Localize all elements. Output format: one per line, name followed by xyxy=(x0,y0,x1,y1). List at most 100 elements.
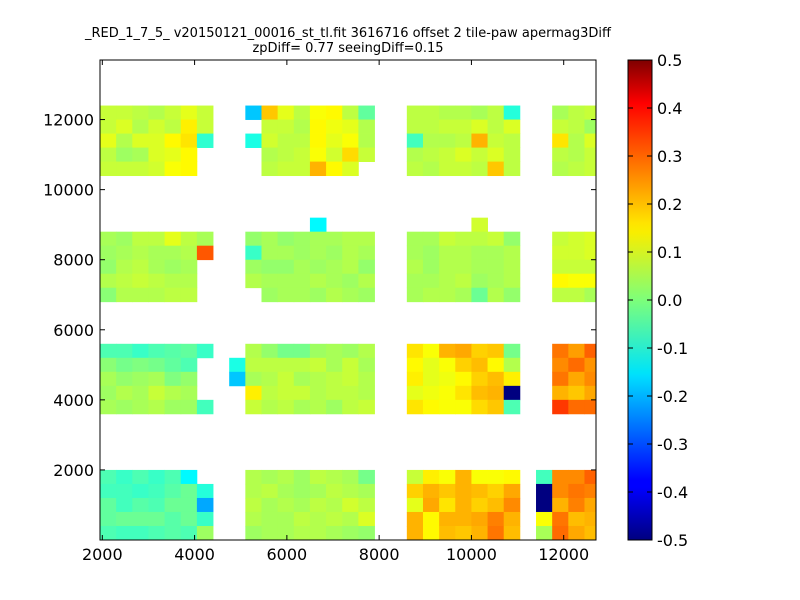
heatmap-cell xyxy=(277,469,295,485)
heatmap-cell xyxy=(326,287,343,303)
heatmap-cell xyxy=(293,161,311,177)
heatmap-cell xyxy=(406,399,424,415)
heatmap-cell xyxy=(132,357,149,373)
heatmap-cell xyxy=(164,357,182,373)
heatmap-cell xyxy=(293,469,311,485)
heatmap-cell xyxy=(536,497,553,513)
heatmap-cell xyxy=(245,105,262,120)
heatmap-cell xyxy=(132,469,149,485)
heatmap-cell xyxy=(116,147,133,162)
heatmap-cell xyxy=(358,399,375,415)
heatmap-cell xyxy=(422,371,440,387)
heatmap-cell xyxy=(261,483,279,499)
heatmap-cell xyxy=(406,133,424,148)
heatmap-cell xyxy=(406,231,424,247)
heatmap-cell xyxy=(471,371,488,387)
heatmap-cell xyxy=(277,483,295,499)
heatmap-cell xyxy=(309,231,327,247)
heatmap-cell xyxy=(503,371,521,387)
heatmap-cell xyxy=(245,231,262,247)
heatmap-cell xyxy=(552,469,569,485)
heatmap-cell xyxy=(568,497,585,513)
heatmap-cell xyxy=(568,343,585,359)
heatmap-cell xyxy=(503,357,521,373)
heatmap-cell xyxy=(245,343,262,359)
heatmap-cell xyxy=(552,525,569,541)
x-tick-label: 12000 xyxy=(538,545,589,564)
heatmap-cell xyxy=(455,119,472,134)
heatmap-cell xyxy=(552,147,569,162)
heatmap-cell xyxy=(422,119,440,134)
heatmap-cell xyxy=(342,161,359,177)
heatmap-cell xyxy=(439,119,456,134)
colorbar-axis: -0.5 -0.4 -0.3 -0.2 -0.1 0.0 0.1 0.2 0.3 0.4 0.5 xyxy=(628,51,688,550)
heatmap-cell xyxy=(196,483,214,499)
heatmap-cell xyxy=(406,273,424,289)
heatmap-cell xyxy=(277,357,295,373)
heatmap-cell xyxy=(245,245,262,261)
heatmap-cell xyxy=(487,497,505,513)
heatmap-cell xyxy=(342,525,359,541)
heatmap-cell xyxy=(148,357,165,373)
x-tick-label: 8000 xyxy=(359,545,400,564)
heatmap-cell xyxy=(455,259,472,275)
heatmap-cell xyxy=(309,371,327,387)
heatmap-cell xyxy=(309,483,327,499)
heatmap-cell xyxy=(471,161,488,177)
heatmap-cell xyxy=(487,259,505,275)
heatmap-cell xyxy=(471,399,488,415)
heatmap-cell xyxy=(261,525,279,541)
heatmap-cell xyxy=(116,469,133,485)
heatmap-cell xyxy=(584,511,597,527)
heatmap-cell xyxy=(100,161,117,177)
heatmap-cell xyxy=(358,343,375,359)
heatmap-cell xyxy=(180,287,198,303)
heatmap-cell xyxy=(326,497,343,513)
heatmap-cell xyxy=(229,357,246,373)
heatmap-cell xyxy=(309,287,327,303)
heatmap-cell xyxy=(261,119,279,134)
heatmap-cell xyxy=(132,133,149,148)
heatmap-cell xyxy=(116,119,133,134)
heatmap-cell xyxy=(164,511,182,527)
heatmap-cell xyxy=(487,287,505,303)
heatmap-cell xyxy=(471,469,488,485)
heatmap-cell xyxy=(148,287,165,303)
heatmap-cell xyxy=(100,399,117,415)
heatmap-cell xyxy=(132,273,149,289)
heatmap-cell xyxy=(422,245,440,261)
heatmap-cell xyxy=(326,245,343,261)
heatmap-cell xyxy=(422,525,440,541)
heatmap-cell xyxy=(100,245,117,261)
heatmap-cell xyxy=(261,231,279,247)
heatmap-cell xyxy=(164,525,182,541)
heatmap-cell xyxy=(180,259,198,275)
heatmap-cell xyxy=(487,231,505,247)
heatmap-cell xyxy=(455,469,472,485)
heatmap-cell xyxy=(326,399,343,415)
heatmap-cell xyxy=(293,119,311,134)
heatmap-cell xyxy=(487,133,505,148)
heatmap-cell xyxy=(245,385,262,401)
heatmap-cell xyxy=(552,357,569,373)
y-tick-label: 10000 xyxy=(43,181,94,200)
heatmap-cell xyxy=(487,525,505,541)
heatmap-cell xyxy=(342,231,359,247)
heatmap-cell xyxy=(406,525,424,541)
heatmap-cell xyxy=(164,245,182,261)
heatmap-cell xyxy=(180,399,198,415)
heatmap-cell xyxy=(116,231,133,247)
heatmap-cell xyxy=(116,399,133,415)
heatmap-cell xyxy=(100,105,117,120)
heatmap-cell xyxy=(358,245,375,261)
heatmap-cell xyxy=(245,525,262,541)
heatmap-cell xyxy=(358,273,375,289)
heatmap-cell xyxy=(309,217,327,233)
heatmap-cell xyxy=(584,161,597,177)
heatmap-cell xyxy=(358,469,375,485)
heatmap-cell xyxy=(422,231,440,247)
heatmap-cell xyxy=(326,161,343,177)
heatmap-cell xyxy=(455,525,472,541)
heatmap-cell xyxy=(309,133,327,148)
heatmap-cell xyxy=(342,343,359,359)
